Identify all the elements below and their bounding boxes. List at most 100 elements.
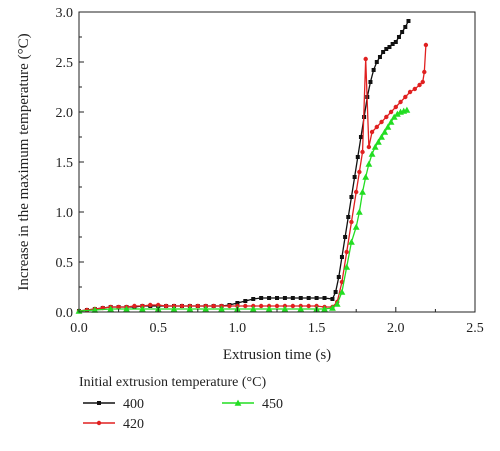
data-point — [374, 124, 379, 130]
data-point — [258, 303, 264, 309]
data-point — [282, 296, 287, 300]
data-point — [366, 144, 372, 150]
data-point — [290, 296, 295, 300]
data-point — [297, 305, 305, 312]
y-ticks: 0.0 0.5 1.0 1.5 2.0 2.5 3.0 — [56, 6, 84, 321]
data-point — [251, 297, 256, 301]
series-line — [78, 109, 408, 312]
legend-label: 420 — [123, 417, 144, 432]
data-point — [227, 303, 232, 309]
data-point — [354, 189, 359, 195]
data-point — [381, 128, 389, 135]
data-point — [186, 305, 194, 312]
axes — [78, 11, 476, 313]
x-tick-label: 2.0 — [387, 321, 405, 336]
data-point — [359, 188, 366, 195]
data-point — [400, 30, 405, 34]
data-point — [398, 99, 403, 105]
x-tick-label: 0.0 — [70, 321, 88, 336]
plot-area — [75, 19, 429, 314]
data-point — [348, 238, 355, 245]
data-point — [298, 296, 303, 300]
data-point — [218, 305, 225, 312]
data-point — [132, 303, 137, 309]
data-point — [355, 208, 363, 215]
data-point — [306, 296, 311, 300]
data-point — [384, 123, 392, 130]
legend-entry-420: 420 — [83, 417, 144, 432]
data-point — [329, 304, 336, 311]
x-ticks: 0.0 0.5 1.0 1.5 2.0 2.5 — [70, 307, 484, 336]
data-point — [403, 94, 408, 100]
data-point — [387, 45, 392, 49]
data-point — [412, 86, 418, 92]
data-point — [322, 296, 327, 300]
data-point — [249, 305, 257, 312]
y-tick-label: 3.0 — [56, 6, 74, 21]
data-point — [346, 215, 351, 219]
y-tick-label: 2.0 — [56, 106, 74, 121]
data-point — [338, 288, 346, 295]
data-point — [363, 56, 368, 62]
data-point — [362, 173, 370, 180]
data-point — [355, 155, 360, 159]
data-point — [369, 129, 375, 135]
x-tick-label: 2.5 — [466, 321, 484, 336]
data-point — [371, 68, 376, 72]
data-point — [422, 69, 427, 75]
plot-frame — [78, 11, 476, 313]
data-point — [352, 175, 357, 179]
legend: Initial extrusion temperature (°C) 400 42… — [79, 375, 283, 432]
data-point — [403, 25, 408, 29]
data-point — [336, 275, 341, 279]
data-point — [163, 303, 169, 309]
data-point — [393, 104, 398, 110]
data-point — [333, 300, 341, 307]
series-line — [78, 20, 410, 312]
legend-label: 400 — [123, 397, 144, 412]
data-point — [339, 255, 344, 259]
x-tick-label: 1.5 — [308, 321, 326, 336]
data-point — [330, 297, 335, 301]
legend-entry-400: 400 — [83, 397, 144, 412]
data-point — [243, 299, 248, 303]
data-point — [91, 306, 99, 313]
data-point — [377, 55, 382, 59]
data-point — [388, 109, 394, 115]
data-point — [379, 119, 384, 125]
y-tick-label: 1.5 — [56, 156, 74, 171]
x-axis-title: Extrusion time (s) — [223, 347, 331, 363]
legend-marker — [96, 420, 102, 426]
data-point — [321, 305, 328, 312]
data-point — [170, 305, 178, 312]
legend-marker — [234, 399, 242, 406]
data-point — [259, 296, 264, 300]
data-point — [123, 305, 130, 312]
data-point — [343, 263, 351, 270]
data-point — [365, 160, 373, 167]
data-point — [384, 47, 389, 51]
data-point — [371, 143, 379, 150]
data-point — [243, 303, 248, 309]
data-point — [265, 305, 273, 312]
data-point — [333, 290, 338, 294]
legend-title: Initial extrusion temperature (°C) — [79, 375, 266, 390]
data-point — [423, 42, 429, 48]
data-point — [148, 302, 153, 308]
data-point — [381, 50, 386, 54]
y-tick-label: 0.5 — [56, 256, 74, 271]
data-point — [374, 138, 382, 145]
data-point — [368, 80, 373, 84]
data-point — [374, 60, 379, 64]
data-point — [344, 249, 349, 255]
data-point — [235, 301, 240, 305]
data-point — [275, 296, 279, 300]
data-point — [390, 42, 395, 46]
series-420 — [76, 42, 429, 314]
data-point — [281, 305, 289, 312]
data-point — [407, 89, 413, 95]
data-point — [107, 305, 115, 312]
data-point — [387, 118, 395, 125]
data-point — [384, 114, 389, 120]
